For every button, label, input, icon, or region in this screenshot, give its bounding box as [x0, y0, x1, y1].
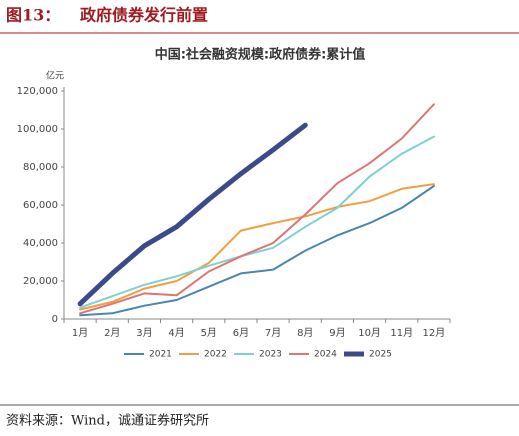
x-tick-label: 6月 — [233, 327, 249, 339]
x-tick-label: 7月 — [265, 327, 281, 339]
legend-label: 2021 — [149, 350, 172, 360]
y-tick-label: 80,000 — [23, 162, 58, 173]
legend-label: 2023 — [259, 350, 282, 360]
chart-title: 中国:社会融资规模:政府债券:累计值 — [155, 47, 366, 63]
series-line — [79, 183, 435, 311]
source: 资料来源：Wind，诚通证券研究所 — [6, 413, 209, 429]
legend-label: 2024 — [314, 350, 337, 360]
y-tick-label: 100,000 — [17, 124, 58, 135]
figure-label: 图13： — [6, 6, 60, 25]
y-tick-label: 120,000 — [17, 86, 58, 97]
x-tick-label: 1月 — [72, 327, 88, 339]
y-unit: 亿元 — [46, 70, 64, 82]
x-tick-label: 8月 — [297, 327, 313, 339]
series-line — [77, 122, 308, 307]
series-line — [79, 103, 435, 315]
legend-label: 2025 — [369, 350, 392, 360]
series-line — [79, 135, 435, 309]
x-tick-label: 11月 — [390, 327, 413, 339]
x-tick-label: 3月 — [136, 327, 152, 339]
x-tick-label: 10月 — [358, 327, 381, 339]
y-tick-label: 20,000 — [23, 276, 58, 287]
legend-label: 2022 — [204, 350, 227, 360]
y-tick-label: 60,000 — [23, 200, 58, 211]
series-line — [79, 185, 435, 317]
x-tick-label: 4月 — [168, 327, 184, 339]
y-tick-label: 40,000 — [23, 238, 58, 249]
x-tick-label: 2月 — [104, 327, 120, 339]
x-tick-label: 12月 — [423, 327, 446, 339]
x-tick-label: 5月 — [201, 327, 217, 339]
figure-title: 政府债券发行前置 — [80, 6, 208, 25]
y-tick-label: 0 — [52, 314, 58, 325]
x-tick-label: 9月 — [329, 327, 345, 339]
